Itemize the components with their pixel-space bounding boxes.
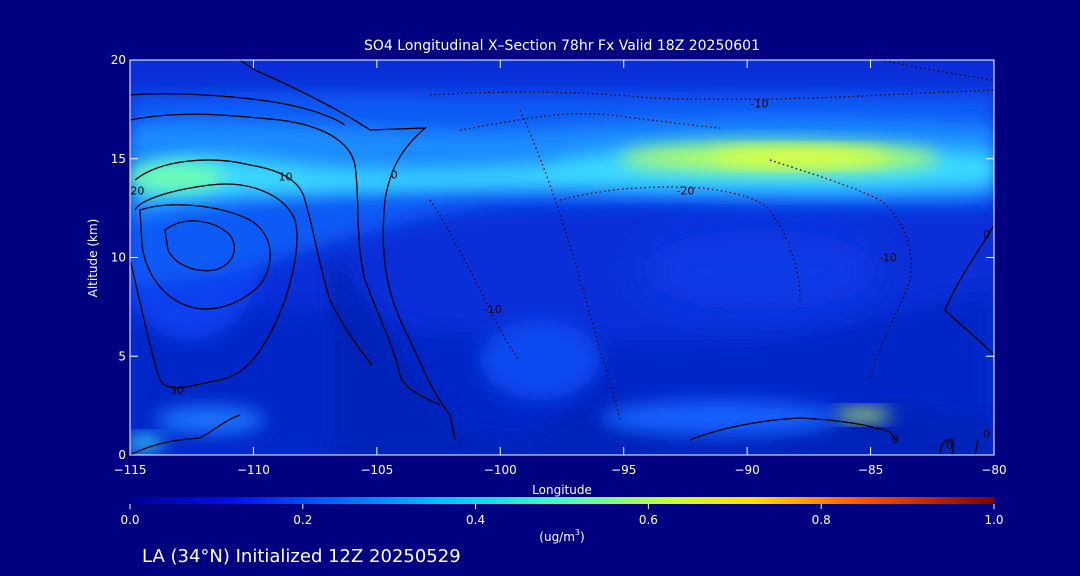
contour-neg10-top bbox=[429, 89, 994, 100]
contour-neg10-inner bbox=[429, 199, 521, 361]
contour-surface-east-small-1 bbox=[939, 439, 954, 455]
colorbar-tick-label: 0.8 bbox=[812, 513, 831, 527]
contour-label: 0 bbox=[946, 439, 953, 452]
colorbar-tick-label: 0.4 bbox=[466, 513, 485, 527]
y-axis: 0 5 10 15 20 bbox=[111, 53, 994, 462]
contour-20 bbox=[134, 159, 373, 366]
x-tick-label: −90 bbox=[734, 463, 759, 477]
x-tick-label: −105 bbox=[360, 463, 393, 477]
contour-surface-east bbox=[689, 417, 897, 441]
contour-0-west bbox=[239, 60, 456, 441]
contour-label: 0 bbox=[391, 169, 398, 182]
colorbar-unit-base: (ug/m bbox=[539, 530, 575, 544]
surface-core-east bbox=[832, 409, 892, 421]
contour-label: 20 bbox=[130, 184, 144, 197]
x-tick-label: −115 bbox=[114, 463, 147, 477]
surface-patch-east bbox=[600, 400, 840, 436]
colorbar-ticks: 0.0 0.2 0.4 0.6 0.8 1.0 bbox=[120, 504, 1004, 527]
x-axis-label: Longitude bbox=[532, 483, 592, 497]
y-tick-label: 15 bbox=[111, 152, 126, 166]
mid-patch-1 bbox=[480, 320, 600, 400]
contour-30 bbox=[130, 183, 298, 389]
contour-neg-top-east bbox=[879, 60, 994, 81]
y-tick-label: 10 bbox=[111, 251, 126, 265]
contour-neg-lower bbox=[519, 109, 621, 421]
x-tick-label: −85 bbox=[858, 463, 883, 477]
x-tick-label: −95 bbox=[611, 463, 636, 477]
y-tick-label: 5 bbox=[118, 349, 126, 363]
mid-patch-2 bbox=[640, 230, 880, 310]
contour-label: 0 bbox=[892, 433, 899, 446]
surface-patch bbox=[155, 406, 265, 434]
contour-label: -10 bbox=[879, 252, 897, 265]
colorbar-unit: (ug/m3) bbox=[539, 528, 584, 544]
colorbar-unit-close: ) bbox=[580, 530, 585, 544]
dotted-contours bbox=[429, 60, 994, 421]
colorbar-unit-exp: 3 bbox=[575, 528, 580, 537]
contour-40 bbox=[139, 204, 271, 310]
contour-label: 0 bbox=[983, 228, 990, 241]
contour-label: 0 bbox=[983, 427, 990, 440]
colorbar-tick-label: 0.0 bbox=[120, 513, 139, 527]
y-tick-label: 20 bbox=[111, 53, 126, 67]
y-tick-label: 0 bbox=[118, 448, 126, 462]
contour-label: 30 bbox=[170, 384, 184, 397]
colorbar-tick-label: 1.0 bbox=[984, 513, 1003, 527]
plot-area: -10 -20 10 0 20 -10 -10 0 30 0 0 0 bbox=[130, 60, 994, 455]
x-axis: −115 −110 −105 −100 −95 −90 −85 −80 bbox=[114, 60, 1007, 477]
chart-title: SO4 Longitudinal X–Section 78hr Fx Valid… bbox=[364, 38, 760, 54]
contour-surface-east-small-2 bbox=[974, 439, 979, 455]
contour-label: 10 bbox=[279, 171, 293, 184]
colorbar-tick-label: 0.6 bbox=[639, 513, 658, 527]
colorbar-tick-label: 0.2 bbox=[293, 513, 312, 527]
contour-labels: -10 -20 10 0 20 -10 -10 0 30 0 0 0 bbox=[130, 97, 990, 452]
y-axis-label: Altitude (km) bbox=[86, 219, 100, 298]
colorbar bbox=[130, 497, 994, 504]
solid-contours bbox=[130, 60, 994, 455]
contour-neg10-east bbox=[769, 159, 912, 381]
upper-core-east-hi bbox=[710, 149, 890, 165]
low-concentration-core bbox=[330, 250, 994, 455]
contour-surface-west bbox=[130, 414, 241, 455]
contour-east-vertical bbox=[944, 224, 994, 356]
contour-neg20 bbox=[559, 186, 801, 301]
contour-50 bbox=[164, 220, 235, 272]
contour-label: -20 bbox=[676, 184, 694, 197]
x-tick-label: −80 bbox=[981, 463, 1006, 477]
x-tick-label: −110 bbox=[237, 463, 270, 477]
contour-label: -10 bbox=[484, 303, 502, 316]
contour-upper-west-inner bbox=[130, 93, 346, 126]
contour-label: -10 bbox=[751, 97, 769, 110]
footer-caption: LA (34°N) Initialized 12Z 20250529 bbox=[142, 546, 461, 567]
contour-10 bbox=[130, 113, 441, 406]
x-tick-label: −100 bbox=[484, 463, 517, 477]
surface-core-west bbox=[130, 436, 165, 450]
upper-core-west bbox=[130, 163, 225, 191]
